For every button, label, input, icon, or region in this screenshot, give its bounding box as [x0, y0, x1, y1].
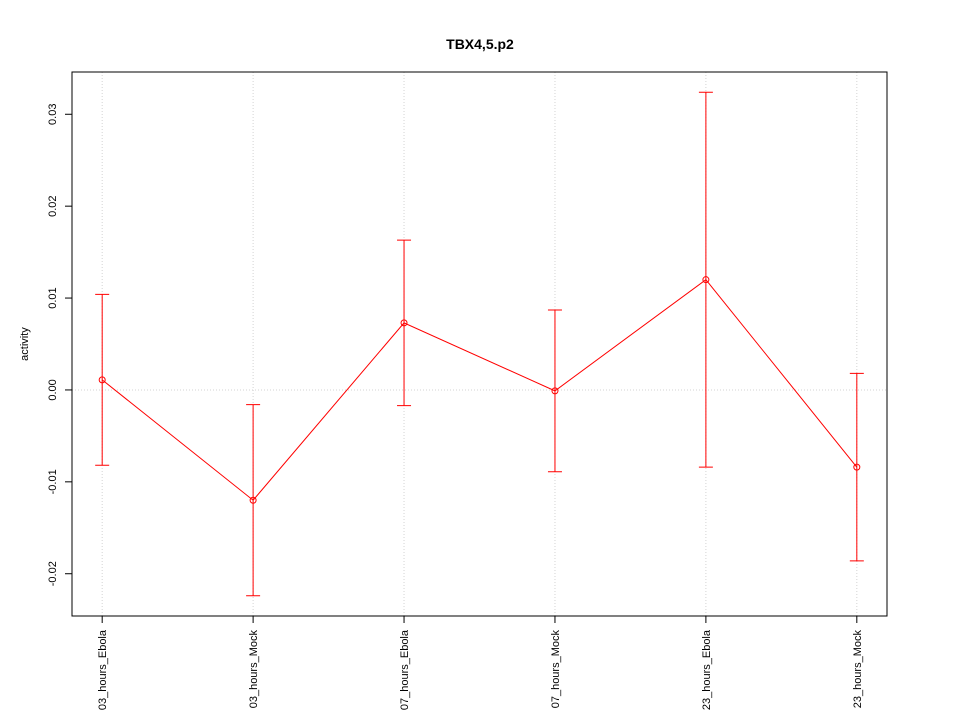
x-tick-label: 23_hours_Mock — [852, 630, 864, 709]
y-axis-label: activity — [19, 327, 31, 361]
chart-title: TBX4,5.p2 — [446, 36, 514, 52]
y-tick-label: 0.02 — [47, 195, 59, 216]
point — [853, 463, 861, 471]
y-tick-label: -0.02 — [47, 561, 59, 586]
y-tick-label: 0.00 — [47, 379, 59, 400]
error-bar — [397, 239, 412, 407]
x-tick-label: 07_hours_Ebola — [399, 629, 411, 710]
point — [98, 376, 106, 384]
y-tick-label: -0.01 — [47, 469, 59, 494]
error-bar — [547, 309, 562, 473]
error-bar — [849, 372, 864, 562]
point — [249, 496, 257, 504]
plot-frame — [71, 71, 888, 617]
x-tick-label: 23_hours_Ebola — [701, 629, 713, 710]
x-tick-label: 07_hours_Mock — [550, 630, 562, 709]
point — [551, 387, 559, 395]
y-tick-label: 0.03 — [47, 104, 59, 125]
x-tick-label: 03_hours_Mock — [248, 630, 260, 709]
point — [702, 276, 710, 284]
y-tick-label: 0.01 — [47, 287, 59, 308]
error-bar — [246, 404, 261, 597]
error-bar — [698, 91, 713, 468]
point — [400, 319, 408, 327]
error-bar — [95, 293, 110, 466]
series-line — [101, 278, 858, 501]
x-tick-label: 03_hours_Ebola — [97, 629, 109, 710]
